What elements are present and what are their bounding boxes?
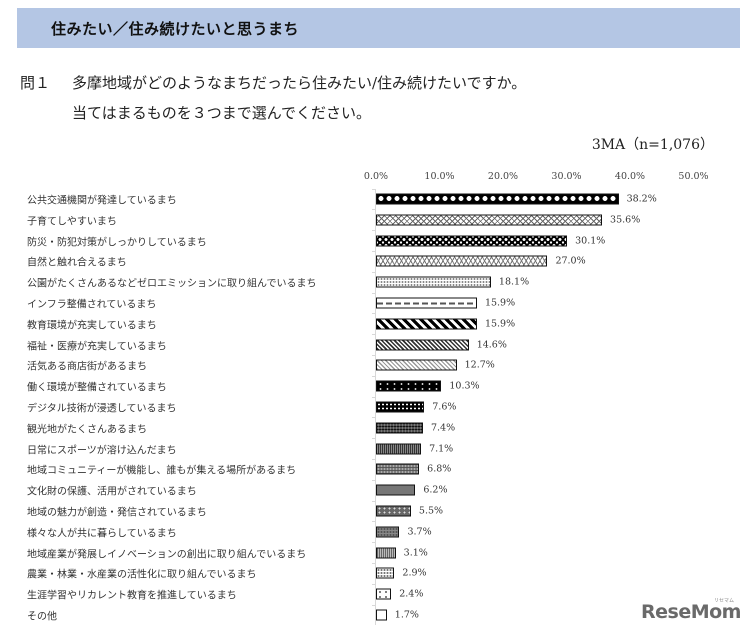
bar-value-label: 10.3% [449, 380, 480, 392]
category-label: 活気ある商店街があるまち [27, 361, 147, 373]
y-axis-tick [372, 355, 376, 356]
category-label: 観光地がたくさんあるまち [27, 424, 147, 436]
section-header: 住みたい／住み続けたいと思うまち [17, 8, 740, 48]
bar-value-label: 15.9% [484, 297, 516, 309]
y-axis-tick [372, 604, 376, 606]
y-axis-line [375, 189, 376, 625]
y-axis-tick [372, 583, 376, 585]
category-label: 様々な人が共に暮らしているまち [27, 528, 177, 540]
bar-value-label: 35.6% [610, 214, 641, 226]
bar [376, 359, 457, 371]
bar-value-label: 7.1% [429, 443, 454, 455]
bar [376, 276, 491, 288]
x-axis-tick-label: 50.0% [678, 171, 709, 182]
bar-value-label: 7.6% [432, 401, 457, 413]
y-axis-tick [372, 292, 376, 294]
category-label: 公共交通機関が発達しているまち [27, 195, 177, 207]
sample-size-note: 3MA（n=1,076） [591, 137, 714, 153]
bar [376, 588, 392, 600]
category-label: インフラ整備されているまち [27, 299, 157, 311]
y-axis-tick [372, 459, 376, 460]
bar [376, 401, 425, 413]
bar-value-label: 30.1% [575, 235, 606, 247]
category-label: 生涯学習やリカレント教育を推進しているまち [27, 590, 237, 602]
bar-value-label: 27.0% [555, 255, 586, 267]
bar [376, 547, 396, 559]
x-axis-tick-label: 40.0% [614, 171, 646, 182]
category-label: その他 [27, 611, 57, 623]
category-label: 自然と触れ合えるまち [27, 257, 127, 269]
category-label: 地域の魅力が創造・発信されているまち [27, 507, 207, 519]
bar-value-label: 1.7% [394, 609, 419, 621]
category-label: 農業・林業・水産業の活性化に取り組んでいるまち [27, 569, 257, 581]
bar [376, 484, 416, 496]
category-label: デジタル技術が浸透しているまち [27, 403, 177, 415]
resemom-logo: ReseMom [641, 601, 741, 623]
bar-value-label: 7.4% [430, 422, 456, 434]
category-label: 防災・防犯対策がしっかりしているまち [27, 237, 207, 249]
bar [376, 505, 411, 517]
y-axis-tick [372, 479, 376, 481]
bar [376, 380, 442, 392]
x-axis-tick-label: 20.0% [487, 171, 519, 182]
bar-value-label: 2.9% [402, 567, 427, 579]
question-number: 問１ [20, 74, 51, 92]
x-axis-tick-label: 10.0% [424, 171, 455, 182]
category-label: 地域コミュニティーが機能し、誰もが集える場所があるまち [27, 465, 297, 477]
y-axis-tick [372, 230, 376, 232]
y-axis-tick [372, 521, 376, 523]
category-label: 文化財の保護、活用がされているまち [27, 486, 197, 498]
bar [376, 193, 619, 205]
section-title: 住みたい／住み続けたいと思うまち [51, 20, 300, 38]
bar-value-label: 15.9% [484, 318, 516, 330]
bar-value-label: 12.7% [464, 359, 495, 371]
y-axis-tick [372, 271, 376, 273]
bar-value-label: 6.2% [423, 484, 448, 496]
category-label: 福祉・医療が充実しているまち [27, 341, 167, 353]
y-axis-tick [372, 209, 376, 211]
bar-value-label: 5.5% [418, 505, 444, 517]
y-axis-tick [372, 500, 376, 502]
question-text-line2: 当てはまるものを３つまで選んでください。 [72, 104, 371, 122]
y-axis-tick [372, 251, 376, 252]
y-axis-tick [372, 542, 376, 544]
bar-value-label: 6.8% [427, 463, 452, 475]
category-label: 子育てしやすいまち [27, 216, 117, 228]
x-axis-tick-label: 30.0% [551, 171, 582, 182]
y-axis-tick [372, 188, 376, 190]
bar-value-label: 3.7% [407, 526, 432, 538]
bar [376, 443, 422, 455]
bar [376, 567, 395, 579]
y-axis-tick [372, 375, 376, 377]
category-label: 公園がたくさんあるなどゼロエミッションに取り組んでいるまち [27, 278, 317, 290]
category-label: 日常にスポーツが溶け込んだまち [27, 445, 177, 457]
bar [376, 339, 469, 351]
bar [376, 609, 387, 621]
bar [376, 318, 477, 330]
category-label: 教育環境が充実しているまち [27, 320, 157, 332]
bar [376, 214, 603, 226]
bar [376, 297, 477, 309]
y-axis-tick [372, 563, 376, 564]
bar-value-label: 3.1% [403, 547, 428, 559]
category-label: 働く環境が整備されているまち [27, 382, 167, 394]
bar [376, 422, 423, 434]
question-text-line1: 多摩地域がどのようなまちだったら住みたい/住み続けたいですか。 [72, 74, 527, 92]
bar-value-label: 14.6% [476, 339, 507, 351]
bar [376, 526, 400, 538]
bar-value-label: 2.4% [399, 588, 424, 600]
y-axis-tick [372, 438, 376, 440]
y-axis-tick [372, 313, 376, 315]
bar [376, 463, 420, 475]
y-axis-tick [372, 417, 376, 419]
y-axis-tick [372, 334, 376, 336]
bar-value-label: 38.2% [626, 193, 657, 205]
category-label: 地域産業が発展しイノベーションの創出に取り組んでいるまち [27, 549, 307, 561]
bar [376, 235, 568, 247]
resemom-logo-sub: リセマム [714, 598, 735, 604]
y-axis-tick [372, 396, 376, 398]
bar-value-label: 18.1% [498, 276, 530, 288]
bar [376, 255, 548, 267]
x-axis-tick-label: 0.0% [363, 171, 389, 182]
